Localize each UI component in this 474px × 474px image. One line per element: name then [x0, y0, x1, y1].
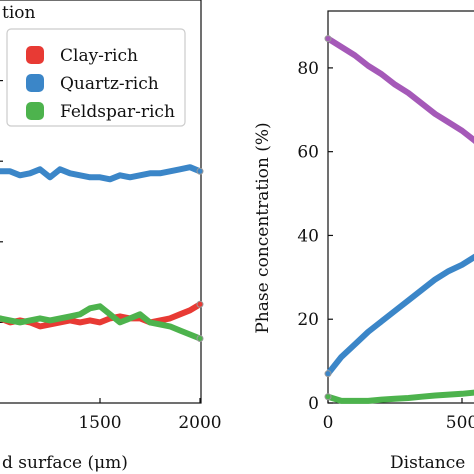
left-series-end-marker — [196, 300, 204, 308]
left-series-end-marker — [196, 167, 204, 175]
left-x-axis-label: d surface (μm) — [2, 453, 128, 473]
right-y-tick-label: 40 — [297, 226, 319, 246]
left-series-line — [0, 164, 203, 183]
left-y-ticks — [0, 79, 3, 323]
right-y-ticks: 0 20 40 60 80 — [297, 59, 333, 414]
left-chart: tion 1500 2000 d surface (μm) Clay-rich Qu… — [0, 0, 222, 473]
left-series-line — [0, 303, 203, 342]
legend-label: Quartz-rich — [60, 74, 159, 94]
left-x-ticks: 1500 2000 — [78, 398, 222, 433]
right-y-tick-label: 60 — [297, 143, 319, 163]
right-y-tick-label: 0 — [308, 394, 319, 414]
right-series-group — [324, 35, 474, 404]
legend-box — [6, 28, 186, 127]
right-x-tick-label: 500 — [446, 413, 474, 433]
left-series-group — [0, 164, 204, 343]
right-series-start-marker — [324, 393, 332, 401]
right-y-tick-label: 20 — [297, 310, 319, 330]
right-series-line — [325, 389, 474, 404]
right-x-tick-label: 0 — [323, 413, 334, 433]
legend: Clay-rich Quartz-rich Feldspar-rich — [6, 28, 186, 127]
left-chart-title: tion — [2, 3, 36, 23]
right-plot-frame — [327, 10, 474, 404]
right-y-tick-label: 80 — [297, 59, 319, 79]
right-x-axis-label: Distance — [390, 453, 465, 473]
left-x-tick-label: 2000 — [178, 413, 221, 433]
right-series-line — [325, 35, 474, 145]
left-series-end-marker — [196, 335, 204, 343]
left-series-line — [0, 301, 203, 330]
legend-swatch — [26, 74, 44, 92]
right-y-axis-label: Phase concentration (%) — [253, 122, 273, 333]
left-x-tick-label: 1500 — [78, 413, 121, 433]
right-series-start-marker — [324, 35, 332, 43]
legend-swatch — [26, 102, 44, 120]
legend-swatch — [26, 46, 44, 64]
right-series-line — [325, 253, 474, 377]
legend-label: Feldspar-rich — [60, 102, 175, 122]
right-chart: 0 20 40 60 80 0 500 Phase concentration (%) D… — [253, 10, 474, 473]
right-series-start-marker — [324, 370, 332, 378]
legend-label: Clay-rich — [60, 46, 138, 66]
